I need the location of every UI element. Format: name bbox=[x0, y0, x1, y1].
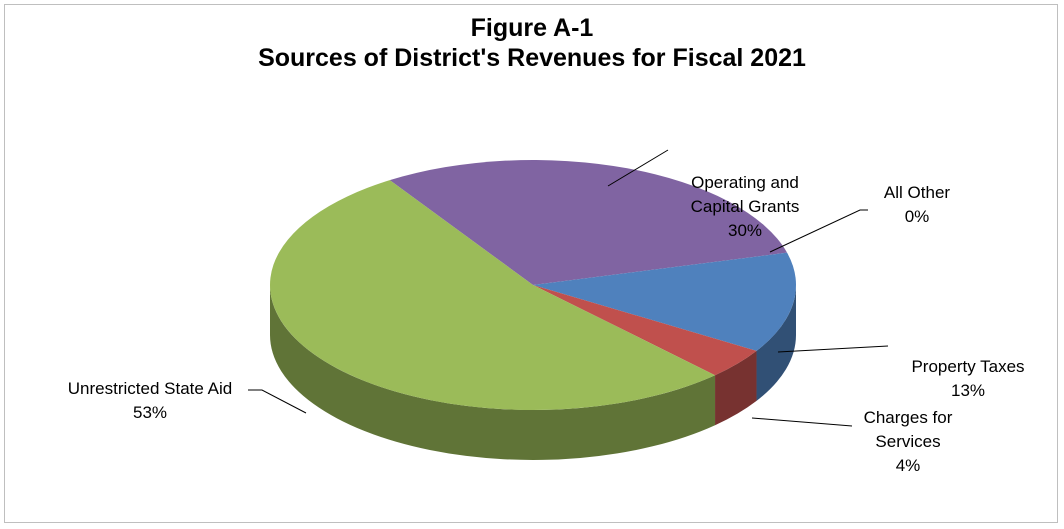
leader-line bbox=[751, 417, 853, 427]
slice-label: Operating and Capital Grants 30% bbox=[665, 171, 825, 243]
slice-side bbox=[270, 285, 716, 461]
leader-line bbox=[607, 149, 669, 187]
slice bbox=[533, 252, 796, 351]
value-label: 30% bbox=[727, 221, 763, 240]
slice-label: Charges for Services 4% bbox=[848, 406, 968, 478]
slice-side bbox=[756, 285, 797, 401]
slice bbox=[533, 285, 757, 376]
value-label: 13% bbox=[950, 381, 986, 400]
category-label: Property Taxes bbox=[911, 357, 1025, 376]
slice-side bbox=[715, 350, 757, 426]
value-label: 53% bbox=[132, 403, 168, 422]
category-label: Unrestricted State Aid bbox=[67, 379, 233, 398]
slice bbox=[270, 180, 716, 410]
chart-title: Figure A-1 bbox=[470, 14, 594, 42]
category-label: Operating and Capital Grants bbox=[690, 173, 800, 216]
slice-label: All Other 0% bbox=[857, 181, 977, 229]
value-label: 4% bbox=[895, 456, 921, 475]
leader-line bbox=[248, 389, 307, 414]
slice-label: Unrestricted State Aid 53% bbox=[50, 377, 250, 425]
leader-line bbox=[777, 345, 889, 353]
value-label: 0% bbox=[904, 207, 930, 226]
slice bbox=[389, 160, 788, 285]
category-label: All Other bbox=[883, 183, 951, 202]
chart-subtitle: Sources of District's Revenues for Fisca… bbox=[258, 44, 806, 72]
leader-line bbox=[769, 209, 868, 253]
category-label: Charges for Services bbox=[863, 408, 953, 451]
chart-frame bbox=[4, 4, 1058, 523]
slice-label: Property Taxes 13% bbox=[868, 355, 1064, 403]
